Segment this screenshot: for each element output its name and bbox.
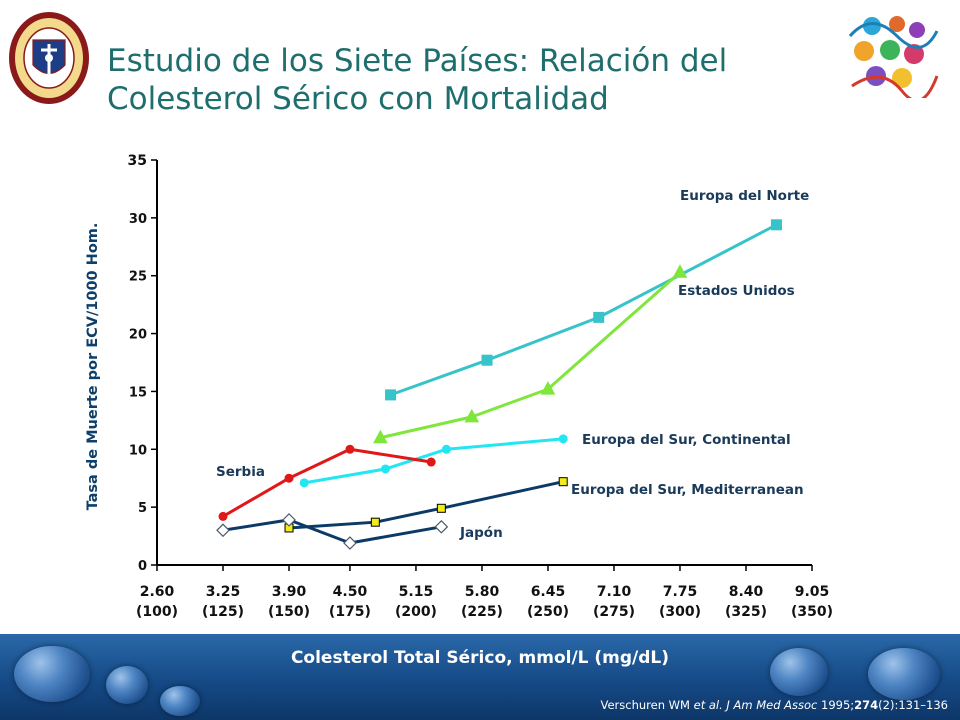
data-point-circle — [284, 473, 294, 483]
decor-bubble — [770, 648, 828, 696]
x-tick-label-mgdl: (325) — [725, 604, 767, 620]
x-tick-label-mgdl: (125) — [202, 604, 244, 620]
y-tick-label: 10 — [129, 443, 147, 458]
x-tick-label-mgdl: (175) — [329, 604, 371, 620]
data-point-diamond — [216, 523, 230, 538]
data-point-circle — [426, 457, 436, 467]
data-point-triangle — [540, 381, 556, 395]
x-tick-label-mgdl: (300) — [659, 604, 701, 620]
data-point-triangle — [464, 408, 480, 423]
y-tick-label: 30 — [129, 212, 147, 227]
decor-bubble — [106, 666, 148, 704]
x-tick-label-mmol: 8.40 — [729, 584, 764, 600]
y-tick-label: 25 — [129, 270, 147, 285]
y-axis-title: Tasa de Muerte por ECV/1000 Hom. — [85, 223, 101, 511]
x-tick-label-mmol: 3.25 — [206, 584, 241, 600]
x-tick-label-mmol: 2.60 — [140, 584, 175, 600]
data-point-square — [436, 503, 446, 513]
x-tick-label-mgdl: (100) — [136, 604, 178, 620]
data-point-triangle — [672, 264, 688, 278]
x-tick-label-mgdl: (350) — [791, 604, 833, 620]
series-line — [389, 223, 778, 397]
data-point-diamond — [282, 513, 296, 527]
data-point-circle — [441, 444, 451, 454]
y-tick-label: 5 — [138, 501, 147, 516]
x-tick-label-mgdl: (150) — [268, 604, 310, 620]
data-point-square — [385, 389, 397, 401]
series-line — [221, 447, 433, 518]
decor-bubble — [160, 686, 200, 716]
x-tick-label-mgdl: (225) — [461, 604, 503, 620]
x-tick-label-mmol: 4.50 — [333, 584, 368, 600]
series-label: Japón — [459, 525, 503, 541]
data-point-circle — [218, 511, 228, 521]
data-point-circle — [380, 464, 390, 474]
series-label: Estados Unidos — [678, 283, 795, 299]
data-point-square — [481, 354, 493, 366]
footer-band: Colesterol Total Sérico, mmol/L (mg/dL) … — [0, 634, 960, 720]
x-tick-label-mgdl: (250) — [527, 604, 569, 620]
x-tick-label-mmol: 7.75 — [663, 584, 698, 600]
data-point-circle — [345, 444, 355, 454]
citation-et-al: et al. — [693, 698, 723, 712]
series-estados-unidos — [373, 264, 688, 444]
series-label: Europa del Sur, Mediterranean — [571, 482, 804, 498]
y-tick-label: 20 — [129, 328, 147, 343]
y-tick-label: 15 — [129, 385, 147, 400]
series-line — [221, 518, 443, 545]
series-japon — [216, 513, 449, 550]
citation-volume: 274 — [854, 698, 879, 712]
series-sur-mediterranean — [284, 477, 568, 533]
university-seal-logo — [9, 12, 89, 104]
data-point-square — [770, 219, 782, 231]
x-tick-label-mgdl: (275) — [593, 604, 635, 620]
citation-pages: (2):131–136 — [878, 698, 948, 712]
series-europa-norte — [385, 219, 782, 401]
x-tick-label-mgdl: (200) — [395, 604, 437, 620]
decor-bubble — [14, 646, 90, 702]
x-tick-label-mmol: 5.15 — [399, 584, 434, 600]
slide-title: Estudio de los Siete Países: Relación de… — [107, 43, 728, 117]
decor-bubble — [868, 648, 940, 700]
x-tick-label-mmol: 7.10 — [597, 584, 632, 600]
data-point-circle — [558, 434, 568, 444]
data-point-diamond — [434, 519, 449, 534]
x-tick-label-mmol: 9.05 — [795, 584, 830, 600]
series-serbia — [218, 444, 436, 521]
data-point-triangle — [373, 429, 388, 444]
x-tick-label-mmol: 5.80 — [465, 584, 500, 600]
y-tick-label: 0 — [138, 559, 147, 574]
x-tick-label-mmol: 3.90 — [272, 584, 307, 600]
data-point-square — [558, 477, 568, 487]
series-label: Europa del Sur, Continental — [582, 432, 791, 448]
series-label: Europa del Norte — [680, 188, 809, 204]
citation-authors: Verschuren WM — [600, 698, 694, 712]
citation-journal: J Am Med Assoc — [722, 698, 818, 712]
data-point-circle — [299, 478, 309, 488]
x-axis-title: Colesterol Total Sérico, mmol/L (mg/dL) — [290, 648, 670, 668]
series-line — [378, 270, 682, 440]
data-point-diamond — [343, 536, 357, 550]
decorative-logo — [848, 16, 939, 98]
series-label: Serbia — [216, 464, 265, 480]
x-tick-label-mmol: 6.45 — [531, 584, 566, 600]
y-tick-label: 35 — [128, 153, 147, 169]
series-line — [287, 480, 565, 530]
citation-year: 1995; — [817, 698, 855, 712]
citation: Verschuren WM et al. J Am Med Assoc 1995… — [601, 698, 949, 712]
data-point-square — [370, 517, 380, 527]
data-point-square — [593, 311, 605, 323]
